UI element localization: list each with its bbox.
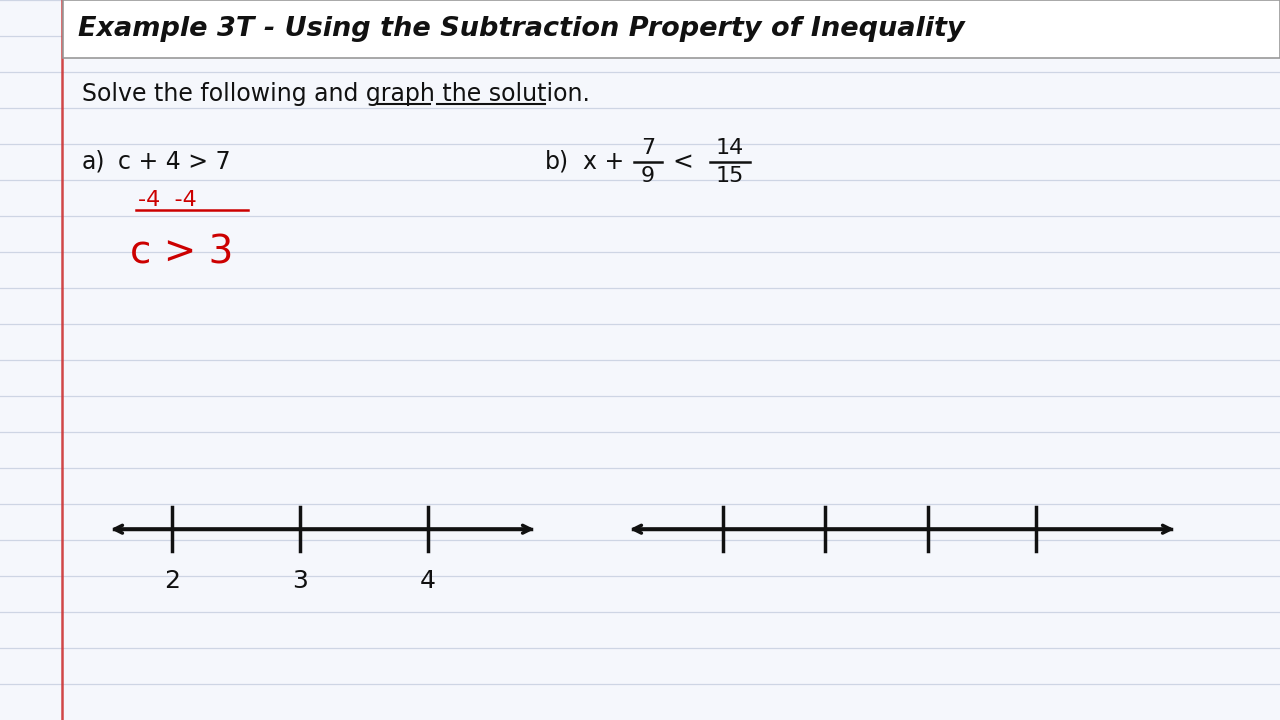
Text: Example 3T - Using the Subtraction Property of Inequality: Example 3T - Using the Subtraction Prope… (78, 16, 965, 42)
Text: c > 3: c > 3 (131, 233, 233, 271)
Text: 7: 7 (641, 138, 655, 158)
Text: -4  -4: -4 -4 (138, 190, 197, 210)
Text: x +: x + (582, 150, 632, 174)
Text: <: < (672, 150, 692, 174)
Text: 9: 9 (641, 166, 655, 186)
Text: Solve the following and graph the solution.: Solve the following and graph the soluti… (82, 82, 590, 106)
Text: 14: 14 (716, 138, 744, 158)
Text: c + 4 > 7: c + 4 > 7 (118, 150, 230, 174)
Text: b): b) (545, 150, 570, 174)
Text: 2: 2 (164, 570, 180, 593)
Text: 3: 3 (292, 570, 308, 593)
Text: 4: 4 (420, 570, 436, 593)
Bar (63, 0, 1280, 58)
Text: 15: 15 (716, 166, 744, 186)
Text: a): a) (82, 150, 105, 174)
